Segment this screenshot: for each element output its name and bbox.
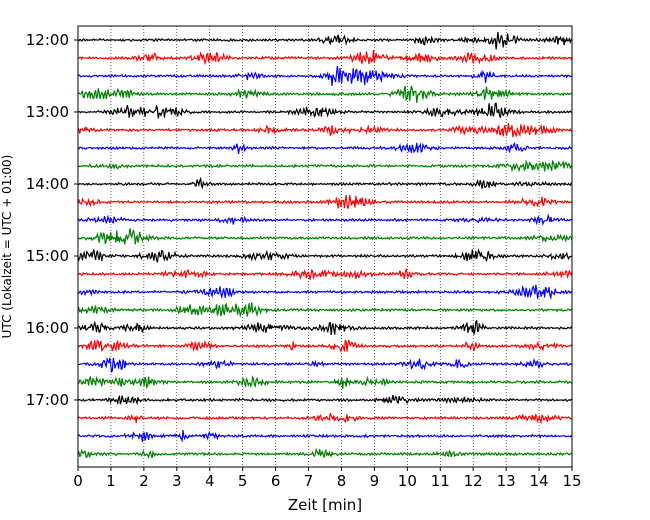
trace-1545 (77, 302, 573, 318)
x-tick-label-12: 12 (464, 472, 483, 490)
trace-1215 (77, 49, 573, 66)
x-tick-label-5: 5 (238, 472, 248, 490)
trace-1745 (77, 447, 573, 459)
x-axis-label: Zeit [min] (288, 496, 362, 514)
x-tick-label-2: 2 (139, 472, 149, 490)
x-tick-label-11: 11 (431, 472, 450, 490)
x-tick-label-4: 4 (205, 472, 215, 490)
trace-1345 (77, 159, 573, 173)
trace-1600 (77, 319, 573, 335)
x-tick-label-3: 3 (172, 472, 182, 490)
x-tick-label-7: 7 (304, 472, 314, 490)
trace-1515 (77, 267, 573, 281)
seismogram-traces (77, 31, 573, 459)
plot-frame (77, 25, 573, 468)
y-tick-label-1700: 17:00 (26, 391, 69, 409)
y-tick-label-1400: 14:00 (26, 175, 69, 193)
trace-1315 (77, 122, 573, 138)
trace-1445 (77, 228, 573, 245)
y-axis: 12:00 13:00 14:00 15:00 16:00 17:00 (26, 31, 78, 409)
trace-1715 (77, 412, 573, 425)
trace-1530 (77, 284, 573, 300)
trace-1245 (77, 85, 573, 103)
x-tick-label-0: 0 (73, 472, 83, 490)
x-axis: 0 1 2 3 4 5 6 7 8 9 10 11 12 13 14 15 (73, 467, 582, 490)
x-tick-label-10: 10 (398, 472, 417, 490)
trace-1700 (77, 394, 573, 406)
x-tick-label-6: 6 (271, 472, 281, 490)
trace-1400 (77, 176, 573, 190)
y-tick-label-1500: 15:00 (26, 247, 69, 265)
trace-1415 (77, 195, 573, 209)
trace-1630 (77, 357, 573, 373)
x-tick-label-1: 1 (106, 472, 116, 490)
trace-1645 (77, 374, 573, 390)
x-tick-label-14: 14 (530, 472, 549, 490)
x-tick-label-9: 9 (370, 472, 380, 490)
trace-1300 (77, 102, 573, 119)
trace-1615 (77, 339, 573, 353)
trace-1200 (77, 31, 573, 50)
trace-1730 (77, 429, 573, 443)
y-axis-label: UTC (Lokalzeit = UTC + 01:00) (0, 155, 14, 339)
x-tick-label-8: 8 (337, 472, 347, 490)
trace-1230 (77, 66, 573, 86)
trace-1500 (77, 247, 573, 263)
y-tick-label-1600: 16:00 (26, 319, 69, 337)
trace-1330 (77, 141, 573, 154)
x-tick-label-15: 15 (562, 472, 581, 490)
x-tick-label-13: 13 (497, 472, 516, 490)
trace-1430 (77, 213, 573, 227)
y-tick-label-1300: 13:00 (26, 103, 69, 121)
y-tick-label-1200: 12:00 (26, 31, 69, 49)
